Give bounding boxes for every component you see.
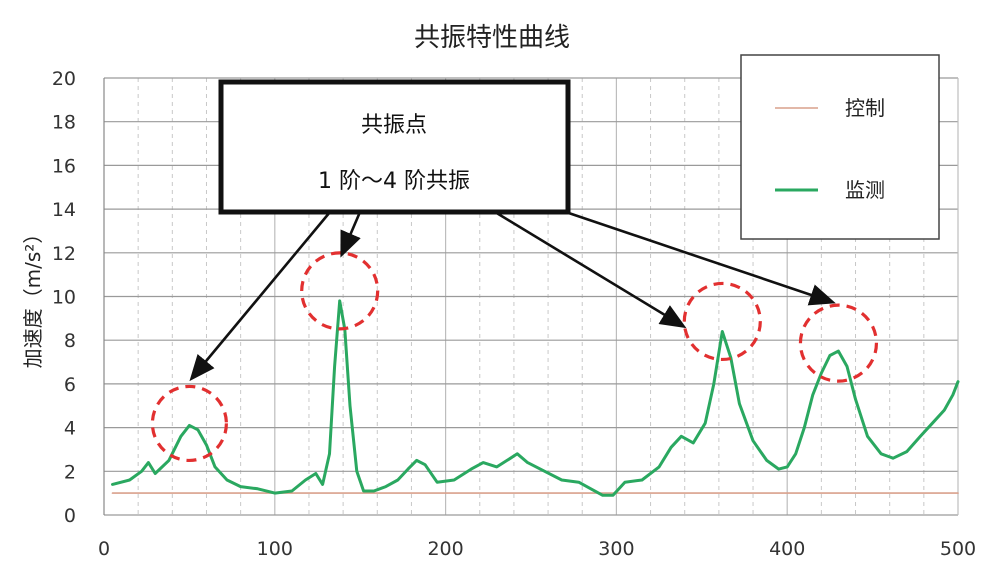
legend: 控制 监测 <box>740 54 940 240</box>
resonance-circle <box>682 281 762 362</box>
annotation-line-2: 1 阶～4 阶共振 <box>318 169 470 194</box>
annotation-arrow <box>340 211 362 258</box>
series-group <box>111 299 960 497</box>
legend-label-monitor: 监测 <box>845 178 885 202</box>
y-tick-label: 12 <box>52 243 76 265</box>
annotation-arrow <box>494 210 687 329</box>
y-tick-label: 4 <box>64 418 76 440</box>
annotation-box-frame <box>218 79 571 215</box>
resonance-circle <box>798 303 879 383</box>
series-line-monitor <box>111 299 960 497</box>
annotation-arrows <box>189 203 836 382</box>
y-tick-label: 16 <box>52 155 76 177</box>
resonance-circle <box>150 384 228 463</box>
y-tick-label: 14 <box>52 199 76 221</box>
y-tick-label: 6 <box>64 374 76 396</box>
y-tick-label: 18 <box>52 112 76 134</box>
y-tick-label: 2 <box>64 461 76 483</box>
x-tick-label: 100 <box>257 538 293 560</box>
y-tick-label: 0 <box>64 505 76 527</box>
annotation-arrow <box>189 211 331 382</box>
resonance-circles <box>150 251 879 463</box>
x-tick-labels: 0 100 200 300 400 500 <box>98 538 976 560</box>
y-tick-label: 8 <box>64 330 76 352</box>
annotation-box: 共振点 1 阶～4 阶共振 <box>218 79 571 215</box>
x-tick-label: 500 <box>940 538 976 560</box>
resonance-circle <box>300 251 380 331</box>
x-tick-label: 200 <box>427 538 463 560</box>
y-axis-label: 加速度（m/s²） <box>21 224 45 369</box>
legend-frame <box>740 54 940 240</box>
legend-label-control: 控制 <box>845 96 885 120</box>
y-tick-label: 10 <box>52 287 76 309</box>
x-tick-label: 300 <box>598 538 634 560</box>
x-tick-label: 0 <box>98 538 110 560</box>
y-tick-labels: 0 2 4 6 8 10 12 14 16 18 20 <box>52 68 76 527</box>
annotation-arrow <box>544 203 836 306</box>
chart-title: 共振特性曲线 <box>414 23 570 53</box>
x-tick-label: 400 <box>769 538 805 560</box>
y-tick-label: 20 <box>52 68 76 90</box>
annotation-line-1: 共振点 <box>361 113 427 138</box>
